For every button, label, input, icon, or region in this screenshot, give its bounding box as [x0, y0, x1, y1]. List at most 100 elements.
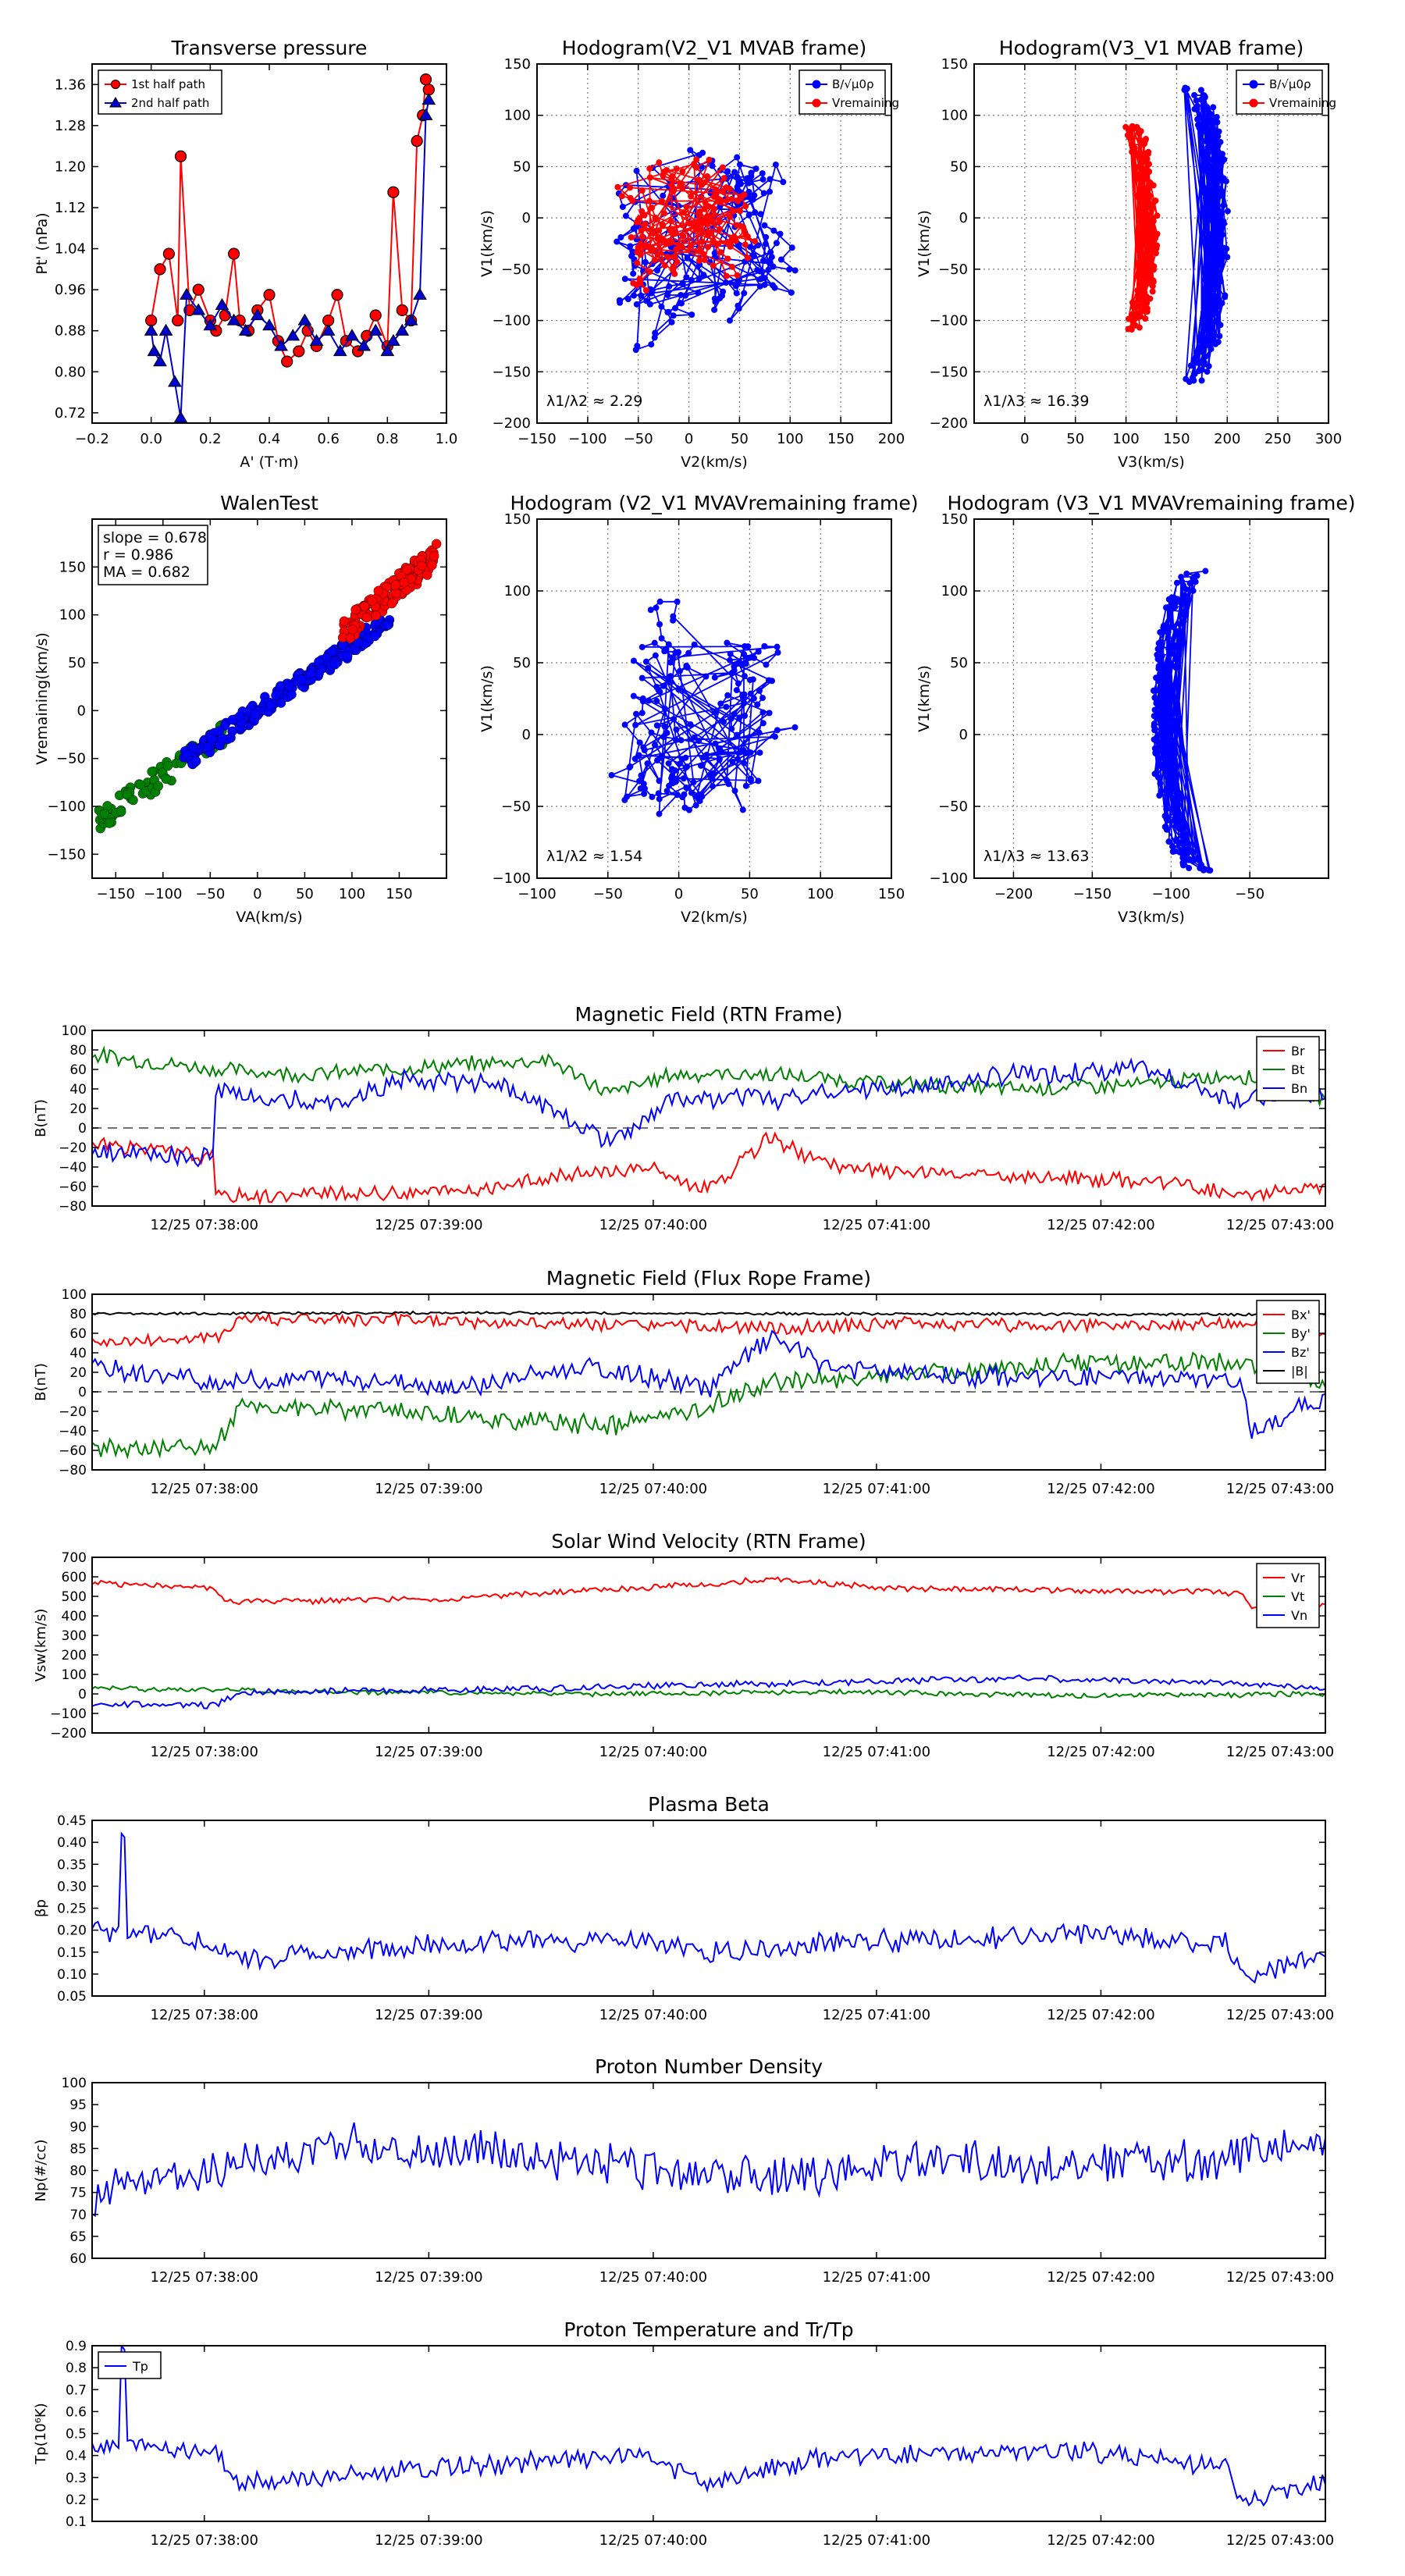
hodoR12-point [731, 788, 738, 795]
hodoR13-point [1168, 806, 1176, 813]
bfield-series-line-Bt [92, 1045, 1325, 1108]
walen-point [431, 539, 442, 549]
walen-point [347, 624, 357, 635]
hodoR12-point [766, 710, 773, 717]
y-tick-label: −50 [501, 799, 531, 815]
y-tick-label: 1.36 [55, 76, 86, 93]
hodoR13-point [1172, 750, 1179, 757]
stats-box [98, 525, 208, 585]
hodo12-point [748, 169, 755, 176]
hodo13-point [1143, 136, 1150, 143]
x-tick-label: 50 [731, 431, 749, 447]
hodoR13-point [1165, 838, 1172, 845]
hodo12-point [717, 294, 724, 301]
walen-point [206, 734, 217, 744]
walen-point [297, 674, 307, 685]
hodo12-point [770, 227, 777, 234]
hodoR13-point [1155, 755, 1162, 762]
tp-point [286, 329, 301, 341]
hodoR13-point [1172, 802, 1179, 809]
hodo13-point [1150, 279, 1157, 286]
x-tick-label: 0.2 [199, 431, 222, 447]
x-tick-label: 12/25 07:43:00 [1226, 1744, 1334, 1760]
hodo12-point [759, 258, 767, 265]
hodo12-point [703, 220, 710, 227]
legend-marker [812, 80, 821, 89]
y-tick-label: −40 [59, 1424, 87, 1439]
y-tick-label: 100 [504, 583, 531, 600]
hodoR13-point [1176, 789, 1183, 796]
x-axis-label: VA(km/s) [236, 909, 302, 926]
y-tick-label: 150 [504, 56, 531, 73]
hodo12-point [723, 272, 730, 279]
y-tick-label: 150 [941, 56, 968, 73]
y-tick-label: 100 [62, 1287, 87, 1303]
tp-point [293, 345, 305, 358]
hodo12-point [627, 243, 634, 250]
y-tick-label: 0.1 [66, 2514, 87, 2530]
tp-point [250, 308, 265, 321]
hodo13-point [1149, 288, 1156, 295]
y-tick-label: 65 [69, 2229, 87, 2245]
hodoR13-point [1168, 843, 1176, 850]
hodoR12-point [747, 775, 754, 782]
hodo12-point [699, 149, 706, 156]
hodoR13-point [1186, 580, 1193, 587]
x-tick-label: 12/25 07:43:00 [1226, 1481, 1334, 1497]
tp-point [419, 73, 432, 86]
y-tick-label: −150 [930, 364, 968, 380]
hodo13-point [1149, 237, 1156, 244]
hodo12-point [656, 227, 663, 234]
x-axis-label: V2(km/s) [681, 909, 748, 926]
y-tick-label: 1.20 [55, 158, 86, 175]
hodo13-point [1138, 228, 1145, 235]
x-tick-label: 12/25 07:38:00 [151, 1217, 258, 1233]
x-tick-label: 250 [1264, 431, 1291, 447]
y-tick-label: 50 [950, 158, 968, 175]
hodo13-point [1213, 271, 1220, 278]
hodo13-point [1134, 292, 1141, 299]
hodo13-point [1128, 141, 1135, 148]
hodoR12-point [727, 656, 734, 664]
hodo12-point [704, 173, 711, 180]
hodo12-point [710, 211, 717, 218]
hodo13-point [1142, 214, 1149, 221]
hodo12-point [761, 281, 768, 288]
y-tick-label: −50 [938, 799, 968, 815]
walen-point [429, 551, 439, 561]
y-tick-label: 600 [62, 1570, 87, 1585]
hodoR12-point [632, 710, 639, 717]
x-tick-label: 0.0 [140, 431, 162, 447]
hodoR12-point [648, 729, 655, 736]
x-tick-label: 150 [878, 886, 905, 902]
x-tick-label: 0.6 [317, 431, 340, 447]
hodoR13-point [1165, 688, 1172, 696]
hodoR12-point [670, 613, 677, 620]
hodo12-point [737, 208, 744, 215]
hodo13-point [1215, 231, 1222, 238]
hodo12-point [760, 190, 767, 197]
hodoR13-point [1150, 687, 1157, 694]
y-tick-label: 20 [69, 1365, 87, 1381]
hodo12-point [693, 226, 700, 233]
hodo13-point [1154, 242, 1161, 249]
hodo13-point [1218, 158, 1225, 165]
walen-point [330, 660, 340, 670]
x-tick-label: 150 [1163, 431, 1190, 447]
hodo13-point [1202, 326, 1209, 333]
hodo12-point [695, 176, 702, 183]
legend-label: B/√μ0ρ [832, 77, 874, 91]
hodo12-point [757, 276, 764, 283]
legend-label: Vremaining [1269, 96, 1336, 110]
hodoR13-point [1163, 806, 1170, 813]
walen-point [285, 681, 295, 692]
hodo13-point [1205, 318, 1212, 325]
x-tick-label: 12/25 07:43:00 [1226, 2532, 1334, 2549]
hodo13-point [1201, 286, 1208, 293]
tp-point [386, 333, 400, 346]
hodo12-point [724, 255, 731, 262]
hodo12-point [788, 289, 795, 296]
hodo13-point [1134, 272, 1141, 279]
hodoR13-point [1205, 866, 1212, 873]
